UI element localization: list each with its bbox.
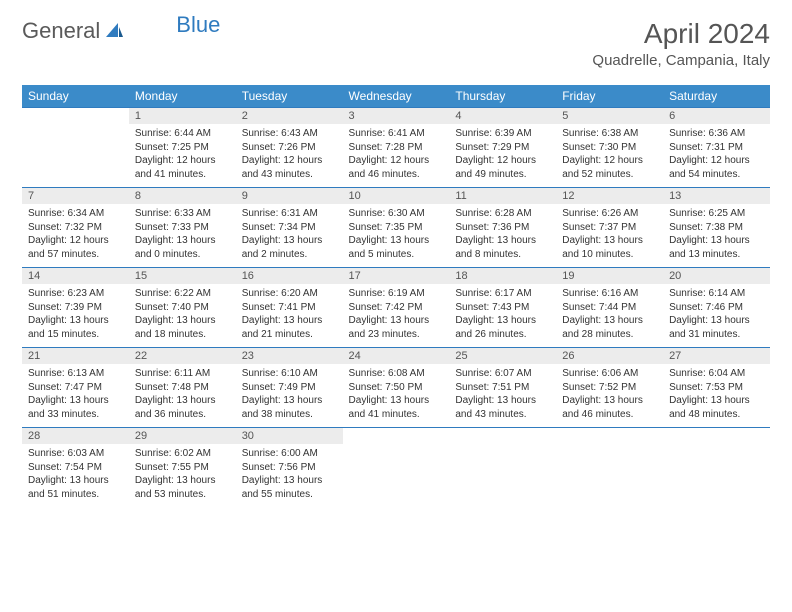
day-content-cell: Sunrise: 6:07 AMSunset: 7:51 PMDaylight:… <box>449 364 556 428</box>
day-content-cell: Sunrise: 6:16 AMSunset: 7:44 PMDaylight:… <box>556 284 663 348</box>
day-number-cell: 12 <box>556 188 663 205</box>
day-number-cell: 13 <box>663 188 770 205</box>
day-number-cell: 25 <box>449 348 556 365</box>
day-content-cell <box>663 444 770 507</box>
daynum-row: 21222324252627 <box>22 348 770 365</box>
logo-text-blue: Blue <box>176 12 220 38</box>
day-number-cell: 29 <box>129 428 236 445</box>
weekday-header: Sunday <box>22 85 129 108</box>
day-number-cell: 5 <box>556 108 663 125</box>
content-row: Sunrise: 6:34 AMSunset: 7:32 PMDaylight:… <box>22 204 770 268</box>
day-content-cell: Sunrise: 6:20 AMSunset: 7:41 PMDaylight:… <box>236 284 343 348</box>
day-number-cell: 18 <box>449 268 556 285</box>
logo-sail-icon <box>104 21 124 44</box>
day-content-cell: Sunrise: 6:38 AMSunset: 7:30 PMDaylight:… <box>556 124 663 188</box>
location-text: Quadrelle, Campania, Italy <box>592 52 770 69</box>
day-content-cell <box>556 444 663 507</box>
day-content-cell: Sunrise: 6:33 AMSunset: 7:33 PMDaylight:… <box>129 204 236 268</box>
day-number-cell <box>663 428 770 445</box>
content-row: Sunrise: 6:03 AMSunset: 7:54 PMDaylight:… <box>22 444 770 507</box>
day-content-cell: Sunrise: 6:02 AMSunset: 7:55 PMDaylight:… <box>129 444 236 507</box>
day-content-cell: Sunrise: 6:08 AMSunset: 7:50 PMDaylight:… <box>343 364 450 428</box>
day-number-cell <box>556 428 663 445</box>
weekday-header: Friday <box>556 85 663 108</box>
day-content-cell: Sunrise: 6:00 AMSunset: 7:56 PMDaylight:… <box>236 444 343 507</box>
day-content-cell: Sunrise: 6:36 AMSunset: 7:31 PMDaylight:… <box>663 124 770 188</box>
day-number-cell: 9 <box>236 188 343 205</box>
day-number-cell: 30 <box>236 428 343 445</box>
daynum-row: 78910111213 <box>22 188 770 205</box>
day-content-cell: Sunrise: 6:14 AMSunset: 7:46 PMDaylight:… <box>663 284 770 348</box>
day-content-cell: Sunrise: 6:10 AMSunset: 7:49 PMDaylight:… <box>236 364 343 428</box>
day-content-cell <box>449 444 556 507</box>
day-number-cell: 15 <box>129 268 236 285</box>
day-number-cell: 20 <box>663 268 770 285</box>
day-number-cell: 23 <box>236 348 343 365</box>
day-number-cell: 19 <box>556 268 663 285</box>
day-content-cell: Sunrise: 6:44 AMSunset: 7:25 PMDaylight:… <box>129 124 236 188</box>
day-number-cell: 11 <box>449 188 556 205</box>
day-number-cell: 8 <box>129 188 236 205</box>
day-content-cell: Sunrise: 6:11 AMSunset: 7:48 PMDaylight:… <box>129 364 236 428</box>
day-number-cell: 22 <box>129 348 236 365</box>
day-content-cell: Sunrise: 6:25 AMSunset: 7:38 PMDaylight:… <box>663 204 770 268</box>
header: General Blue April 2024 Quadrelle, Campa… <box>0 0 792 77</box>
day-number-cell: 7 <box>22 188 129 205</box>
day-content-cell: Sunrise: 6:17 AMSunset: 7:43 PMDaylight:… <box>449 284 556 348</box>
weekday-row: SundayMondayTuesdayWednesdayThursdayFrid… <box>22 85 770 108</box>
logo: General Blue <box>22 18 220 44</box>
title-block: April 2024 Quadrelle, Campania, Italy <box>592 18 770 69</box>
day-content-cell: Sunrise: 6:28 AMSunset: 7:36 PMDaylight:… <box>449 204 556 268</box>
content-row: Sunrise: 6:13 AMSunset: 7:47 PMDaylight:… <box>22 364 770 428</box>
day-content-cell <box>22 124 129 188</box>
weekday-header: Wednesday <box>343 85 450 108</box>
day-number-cell: 2 <box>236 108 343 125</box>
content-row: Sunrise: 6:23 AMSunset: 7:39 PMDaylight:… <box>22 284 770 348</box>
day-content-cell: Sunrise: 6:19 AMSunset: 7:42 PMDaylight:… <box>343 284 450 348</box>
day-number-cell: 28 <box>22 428 129 445</box>
day-number-cell: 3 <box>343 108 450 125</box>
day-content-cell: Sunrise: 6:34 AMSunset: 7:32 PMDaylight:… <box>22 204 129 268</box>
day-number-cell: 1 <box>129 108 236 125</box>
day-number-cell: 24 <box>343 348 450 365</box>
day-number-cell: 27 <box>663 348 770 365</box>
day-number-cell: 4 <box>449 108 556 125</box>
day-content-cell: Sunrise: 6:30 AMSunset: 7:35 PMDaylight:… <box>343 204 450 268</box>
daynum-row: 123456 <box>22 108 770 125</box>
day-number-cell <box>343 428 450 445</box>
day-content-cell <box>343 444 450 507</box>
weekday-header: Monday <box>129 85 236 108</box>
day-content-cell: Sunrise: 6:31 AMSunset: 7:34 PMDaylight:… <box>236 204 343 268</box>
day-number-cell: 17 <box>343 268 450 285</box>
logo-text-general: General <box>22 18 100 44</box>
content-row: Sunrise: 6:44 AMSunset: 7:25 PMDaylight:… <box>22 124 770 188</box>
weekday-header: Saturday <box>663 85 770 108</box>
day-number-cell <box>22 108 129 125</box>
day-content-cell: Sunrise: 6:04 AMSunset: 7:53 PMDaylight:… <box>663 364 770 428</box>
calendar-body: 123456Sunrise: 6:44 AMSunset: 7:25 PMDay… <box>22 108 770 508</box>
calendar-head: SundayMondayTuesdayWednesdayThursdayFrid… <box>22 85 770 108</box>
calendar-table: SundayMondayTuesdayWednesdayThursdayFrid… <box>22 85 770 507</box>
day-number-cell: 26 <box>556 348 663 365</box>
weekday-header: Thursday <box>449 85 556 108</box>
day-content-cell: Sunrise: 6:23 AMSunset: 7:39 PMDaylight:… <box>22 284 129 348</box>
day-content-cell: Sunrise: 6:43 AMSunset: 7:26 PMDaylight:… <box>236 124 343 188</box>
weekday-header: Tuesday <box>236 85 343 108</box>
day-content-cell: Sunrise: 6:26 AMSunset: 7:37 PMDaylight:… <box>556 204 663 268</box>
daynum-row: 14151617181920 <box>22 268 770 285</box>
day-number-cell: 14 <box>22 268 129 285</box>
day-content-cell: Sunrise: 6:22 AMSunset: 7:40 PMDaylight:… <box>129 284 236 348</box>
day-number-cell: 16 <box>236 268 343 285</box>
day-content-cell: Sunrise: 6:41 AMSunset: 7:28 PMDaylight:… <box>343 124 450 188</box>
day-content-cell: Sunrise: 6:13 AMSunset: 7:47 PMDaylight:… <box>22 364 129 428</box>
daynum-row: 282930 <box>22 428 770 445</box>
day-content-cell: Sunrise: 6:06 AMSunset: 7:52 PMDaylight:… <box>556 364 663 428</box>
day-number-cell: 10 <box>343 188 450 205</box>
day-number-cell: 6 <box>663 108 770 125</box>
day-number-cell: 21 <box>22 348 129 365</box>
day-number-cell <box>449 428 556 445</box>
month-title: April 2024 <box>592 18 770 50</box>
day-content-cell: Sunrise: 6:03 AMSunset: 7:54 PMDaylight:… <box>22 444 129 507</box>
day-content-cell: Sunrise: 6:39 AMSunset: 7:29 PMDaylight:… <box>449 124 556 188</box>
